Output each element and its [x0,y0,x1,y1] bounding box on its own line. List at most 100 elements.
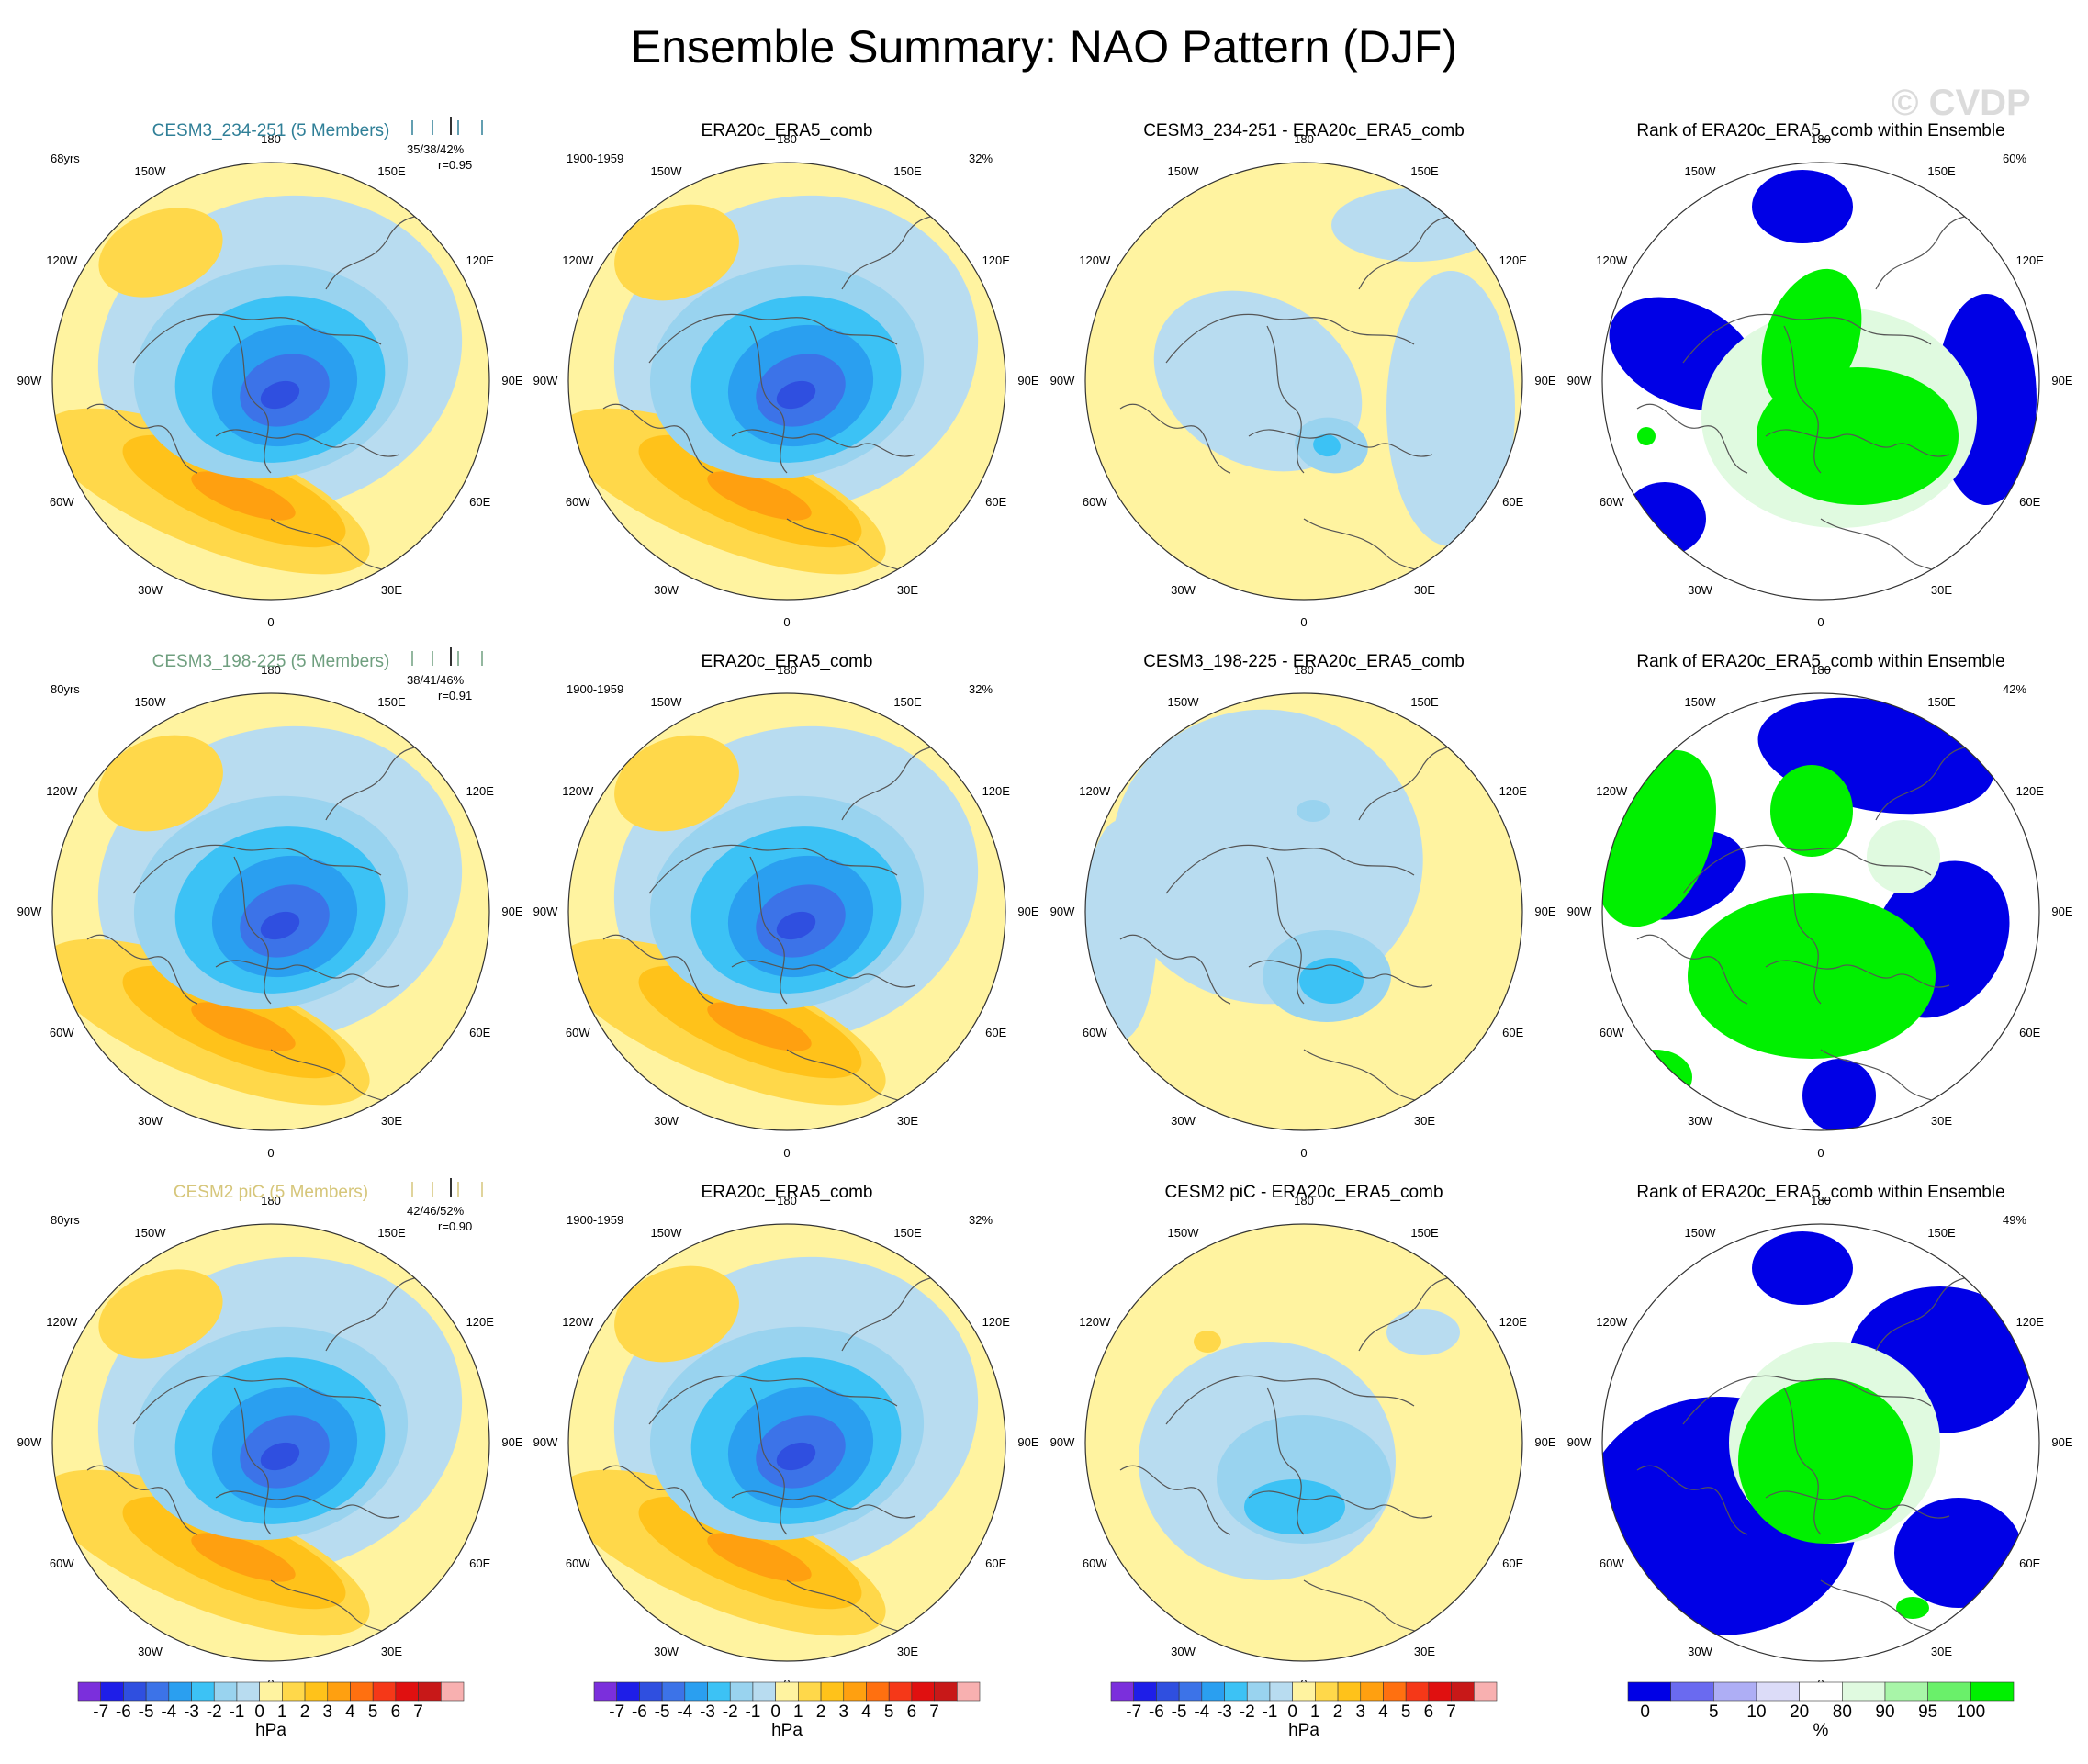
rank-title: Rank of ERA20c_ERA5_comb within Ensemble [1636,121,2005,140]
contour-region [1194,1331,1221,1353]
longitude-label: 150E [1410,695,1439,710]
colorbar-tick-label: 10 [1746,1702,1767,1722]
longitude-label: 120E [466,783,494,798]
colorbar-swatch [1884,1681,1928,1702]
longitude-label: 150W [1684,695,1716,710]
contour-region [98,1269,223,1359]
longitude-label: 60W [1599,1025,1624,1039]
longitude-label: 180 [261,663,281,677]
coastline [1165,1375,1415,1425]
colorbar-tick-label: -6 [631,1702,647,1722]
longitude-label: 30W [1171,582,1196,597]
colorbar-tick-label: -7 [609,1702,625,1722]
colorbar-tick-label: 0 [1287,1702,1297,1722]
longitude-label: 180 [1811,1194,1831,1208]
row1-col2-map [567,162,1006,601]
rank-title: Rank of ERA20c_ERA5_comb within Ensemble [1636,1183,2005,1202]
map-border [1084,692,1523,1131]
longitude-label: 90E [501,374,523,388]
colorbar-swatch [1246,1681,1271,1702]
coastline [1119,934,1231,1005]
contour-region [98,208,223,298]
longitude-label: 180 [1294,1194,1314,1208]
explained-variance: 38/41/46% [407,673,465,687]
colorbar-tick-label: -4 [161,1702,177,1722]
colorbar-tick-label: 0 [770,1702,780,1722]
longitude-label: 150W [1167,695,1199,710]
colorbar-tick-label: 0 [254,1702,264,1722]
contour-region [191,1533,296,1582]
longitude-label: 120W [1596,1314,1628,1329]
coastline [1636,1465,1748,1535]
obs-period: 1900-1959 [567,152,624,165]
longitude-label: 150E [1410,1226,1439,1241]
coastline [132,844,382,894]
colorbar-swatch [843,1681,867,1702]
coastline [749,856,788,1005]
longitude-label: 60W [49,1556,74,1570]
coastline [602,1465,714,1535]
contour-region [1752,170,1853,243]
contour-region [614,735,739,832]
colorbar-tick-label: -7 [1126,1702,1142,1722]
model-title: CESM2 piC (5 Members) [173,1183,369,1202]
longitude-label: 120E [2015,783,2044,798]
longitude-label: 150W [650,695,682,710]
contour-region [1637,427,1656,445]
colorbar-tick-label: -3 [700,1702,715,1722]
longitude-label: 90E [1534,1435,1556,1449]
colorbar-swatch [1451,1681,1475,1702]
colorbar-swatch [1269,1681,1293,1702]
obs-title: ERA20c_ERA5_comb [701,121,873,140]
colorbar-swatch [911,1681,935,1702]
longitude-label: 60E [1502,1025,1524,1039]
colorbar-swatch [593,1681,618,1702]
colorbar-swatch [1315,1681,1339,1702]
longitude-label: 150W [650,1226,682,1241]
coastline [1636,934,1748,1005]
coastline [1165,313,1415,364]
map-border [1601,692,2040,1131]
coastline [731,429,916,457]
row3-col2-map [567,1223,1006,1662]
colorbar-unit: hPa [1288,1721,1319,1740]
anomaly-colorbar [593,1681,981,1702]
colorbar-swatch [752,1681,776,1702]
colorbar-tick-label: 2 [815,1702,826,1722]
longitude-label: 180 [777,1194,797,1208]
longitude-label: 90E [1017,1435,1039,1449]
longitude-label: 120E [982,1314,1010,1329]
coastline [215,1490,400,1519]
colorbar-swatch [1405,1681,1430,1702]
longitude-label: 90W [1050,1435,1075,1449]
longitude-label: 150W [134,695,166,710]
coastline [1248,960,1433,988]
coastline [1682,1375,1932,1425]
longitude-label: 120W [1079,253,1111,267]
longitude-label: 0 [1817,615,1824,629]
colorbar-swatch [350,1681,374,1702]
longitude-label: 0 [267,615,275,629]
longitude-label: 120W [562,783,594,798]
colorbar-swatch [440,1681,465,1702]
longitude-label: 120E [982,783,1010,798]
longitude-label: 0 [1300,1146,1308,1160]
years-label: 80yrs [51,1213,80,1227]
longitude-label: 90W [1566,1435,1592,1449]
difference-title: CESM3_234-251 - ERA20c_ERA5_comb [1143,121,1465,140]
obs-period: 1900-1959 [567,1213,624,1227]
colorbar-swatch [661,1681,686,1702]
longitude-label: 60W [565,494,590,509]
longitude-label: 150E [377,1226,406,1241]
contour-region [707,471,812,521]
colorbar-tick-label: -5 [138,1702,154,1722]
longitude-label: 90W [533,374,558,388]
colorbar-swatch [1756,1681,1800,1702]
coastline [215,429,400,457]
contour-region [1894,1498,2023,1608]
longitude-label: 30E [380,582,403,597]
colorbar-tick-label: 3 [838,1702,849,1722]
colorbar-swatch [236,1681,260,1702]
pattern-correlation: r=0.90 [438,1219,473,1233]
coastline [1783,1387,1822,1535]
